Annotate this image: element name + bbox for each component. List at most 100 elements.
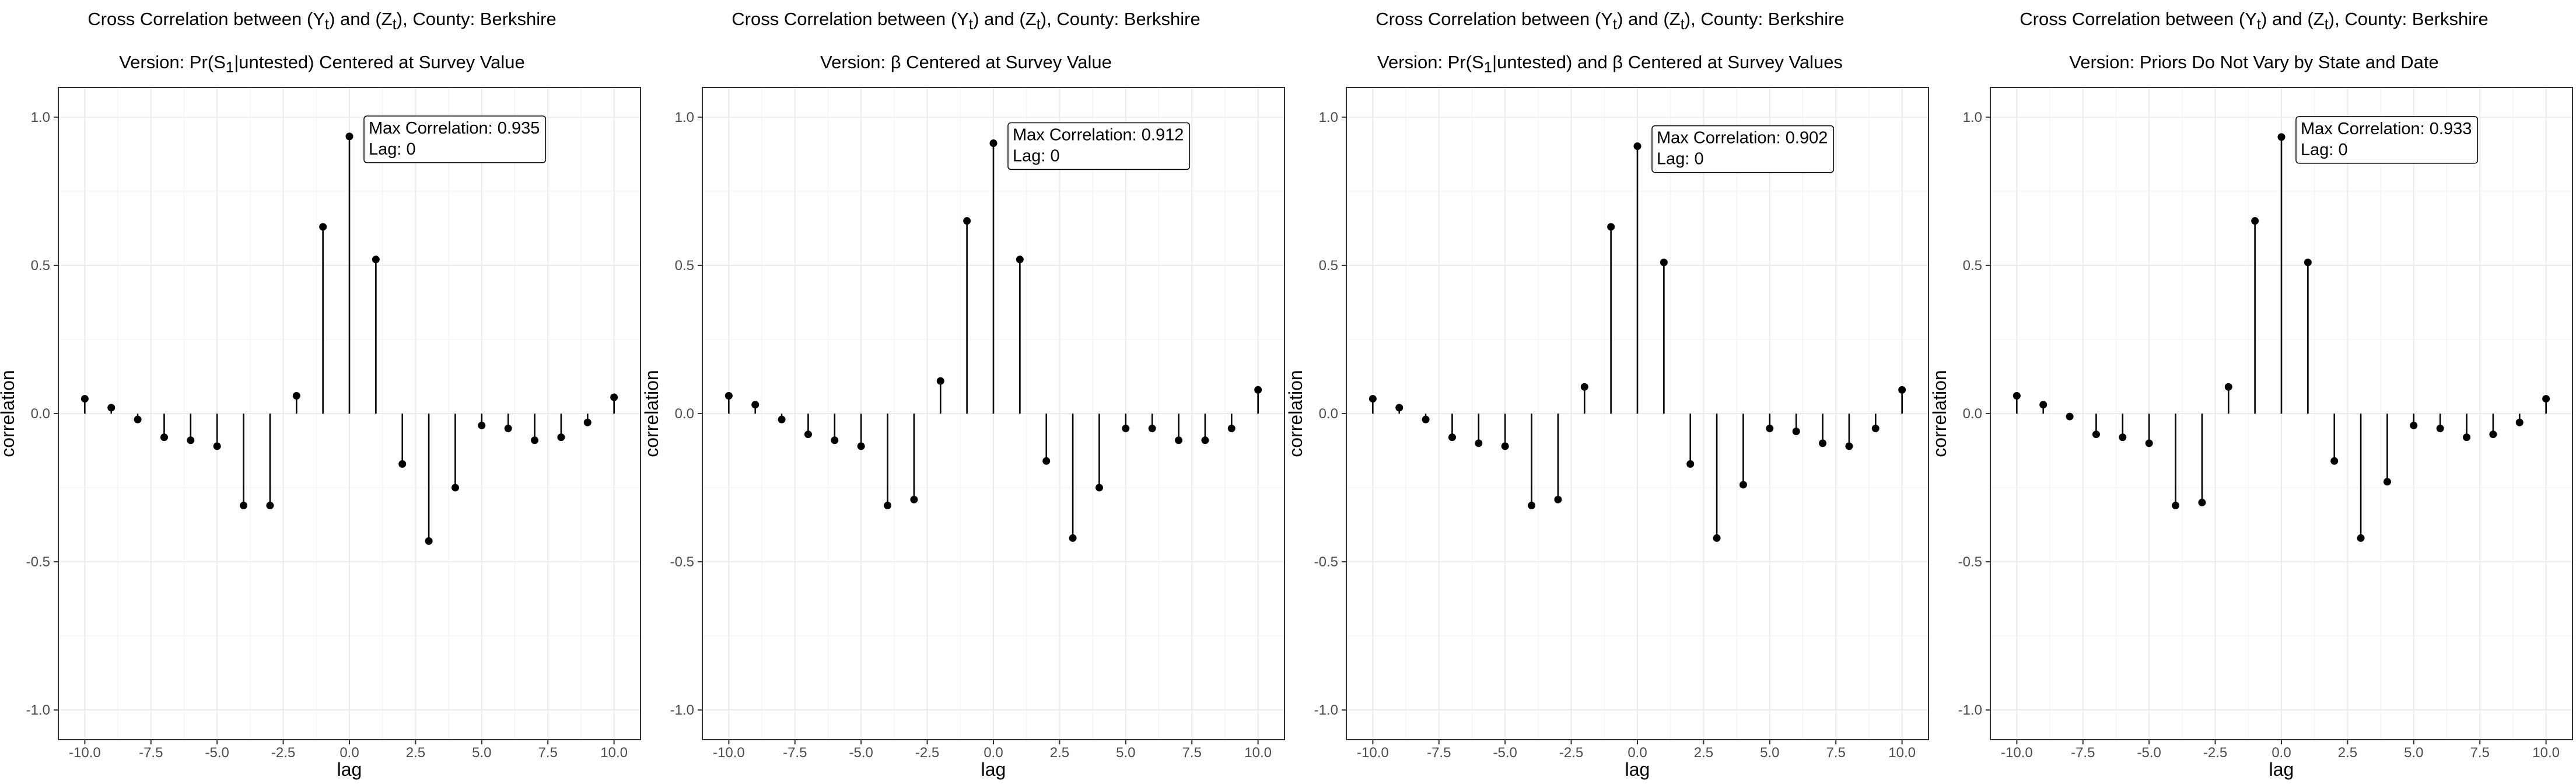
annotation-line2: Lag: 0 (1013, 147, 1060, 166)
title-subscript: t (2256, 16, 2262, 33)
x-tick-label: -7.5 (783, 745, 807, 761)
data-point (583, 418, 592, 426)
data-point (1422, 415, 1430, 424)
data-point (1660, 258, 1668, 267)
y-tick-label: 0.5 (31, 258, 50, 274)
x-tick-label: 7.5 (1182, 745, 1202, 761)
x-tick-label: -10.0 (713, 745, 745, 761)
data-point (2542, 395, 2550, 403)
annotation-line2: Lag: 0 (1657, 150, 1704, 169)
x-axis-title: lag (1625, 759, 1650, 780)
data-point (266, 502, 274, 510)
y-axis-title: correlation (0, 370, 18, 457)
data-point (1227, 424, 1236, 432)
y-tick-label: 0.0 (675, 406, 694, 422)
stem-chart-1: Max Correlation: 0.935 Lag: 0 -10.0 -7.5 -5.… (0, 87, 641, 780)
annotation-line2: Lag: 0 (369, 140, 416, 159)
data-point (319, 223, 327, 231)
data-point (1713, 534, 1721, 542)
title-text: ) and (Z (973, 9, 1037, 29)
data-point (1686, 460, 1695, 468)
data-point (2489, 430, 2497, 439)
title-subscript: 1 (225, 60, 235, 76)
title-text: Cross Correlation between (Y (1376, 9, 1613, 29)
title-text: Version: Pr(S (119, 52, 226, 72)
x-axis-title: lag (981, 759, 1006, 780)
title-subscript: t (1612, 16, 1618, 33)
y-tick-label: -1.0 (670, 702, 694, 718)
data-point (2145, 439, 2153, 447)
title-text: Version: Priors Do Not Vary by State and… (2069, 52, 2439, 72)
data-point (107, 404, 116, 412)
data-point (504, 424, 512, 432)
y-tick-label: 0.5 (1963, 258, 1982, 274)
x-tick-label: -10.0 (69, 745, 101, 761)
data-point (2039, 401, 2048, 409)
chart-panel-3: Cross Correlation between (Yt) and (Zt),… (1288, 0, 1932, 784)
data-point (1122, 424, 1130, 432)
title-text: ) and (Z (329, 9, 393, 29)
data-point (2515, 418, 2524, 426)
annotation-label: Max Correlation: 0.933 Lag: 0 (2295, 116, 2479, 164)
x-tick-label: 2.5 (1694, 745, 1713, 761)
x-tick-label: 10.0 (1244, 745, 1272, 761)
data-point (1554, 495, 1562, 503)
data-point (1095, 484, 1103, 492)
data-point (1607, 223, 1615, 231)
x-tick-label: -5.0 (205, 745, 229, 761)
data-point (1766, 424, 1774, 432)
x-tick-label: -10.0 (2001, 745, 2033, 761)
annotation-box (2295, 116, 2479, 164)
panel-title-line1: Cross Correlation between (Yt) and (Zt),… (644, 8, 1288, 36)
title-text: |untested) and β Centered at Survey Valu… (1492, 52, 1843, 72)
data-point (2436, 424, 2444, 432)
data-point (1871, 424, 1880, 432)
title-text: |untested) Centered at Survey Value (234, 52, 525, 72)
panel-title-line1: Cross Correlation between (Yt) and (Zt),… (0, 8, 644, 36)
panel-title-line2: Version: β Centered at Survey Value (644, 51, 1288, 79)
x-tick-label: -2.5 (1559, 745, 1583, 761)
title-text: ), County: Berkshire (1040, 9, 1200, 29)
data-point (804, 430, 812, 439)
annotation-label: Max Correlation: 0.912 Lag: 0 (1007, 122, 1191, 170)
data-point (610, 393, 618, 401)
annotation-label: Max Correlation: 0.902 Lag: 0 (1651, 125, 1835, 173)
data-point (2357, 534, 2365, 542)
stem-chart-2: Max Correlation: 0.912 Lag: 0 -10.0 -7.5 -5.… (644, 87, 1285, 780)
data-point (1201, 436, 1209, 444)
data-point (2330, 457, 2339, 465)
x-tick-label: 10.0 (600, 745, 628, 761)
x-tick-label: -5.0 (2137, 745, 2161, 761)
data-point (1175, 436, 1183, 444)
data-point (134, 415, 142, 424)
x-tick-label: 2.5 (2338, 745, 2357, 761)
data-point (1148, 424, 1156, 432)
data-point (1042, 457, 1051, 465)
title-subscript: t (324, 16, 330, 33)
x-tick-label: -7.5 (139, 745, 163, 761)
title-text: ), County: Berkshire (396, 9, 556, 29)
title-subscript: t (392, 16, 397, 33)
data-point (2119, 433, 2127, 442)
title-text: ), County: Berkshire (2328, 9, 2488, 29)
data-point (1395, 404, 1404, 412)
x-tick-label: 0.0 (340, 745, 359, 761)
data-point (1580, 383, 1588, 391)
data-point (910, 495, 918, 503)
data-point (724, 392, 733, 400)
data-point (1845, 442, 1853, 450)
data-point (2172, 502, 2180, 510)
chart-panel-1: Cross Correlation between (Yt) and (Zt),… (0, 0, 644, 784)
data-point (345, 132, 354, 141)
x-tick-label: 2.5 (1050, 745, 1069, 761)
data-point (213, 442, 221, 450)
data-point (963, 217, 971, 225)
x-tick-label: 5.0 (1760, 745, 1779, 761)
annotation-line1: Max Correlation: 0.933 (2301, 120, 2472, 138)
y-axis-title: correlation (1288, 370, 1306, 457)
data-point (1016, 256, 1024, 264)
y-tick-label: 1.0 (31, 110, 50, 125)
x-tick-label: 5.0 (1116, 745, 1135, 761)
data-point (1739, 481, 1747, 489)
